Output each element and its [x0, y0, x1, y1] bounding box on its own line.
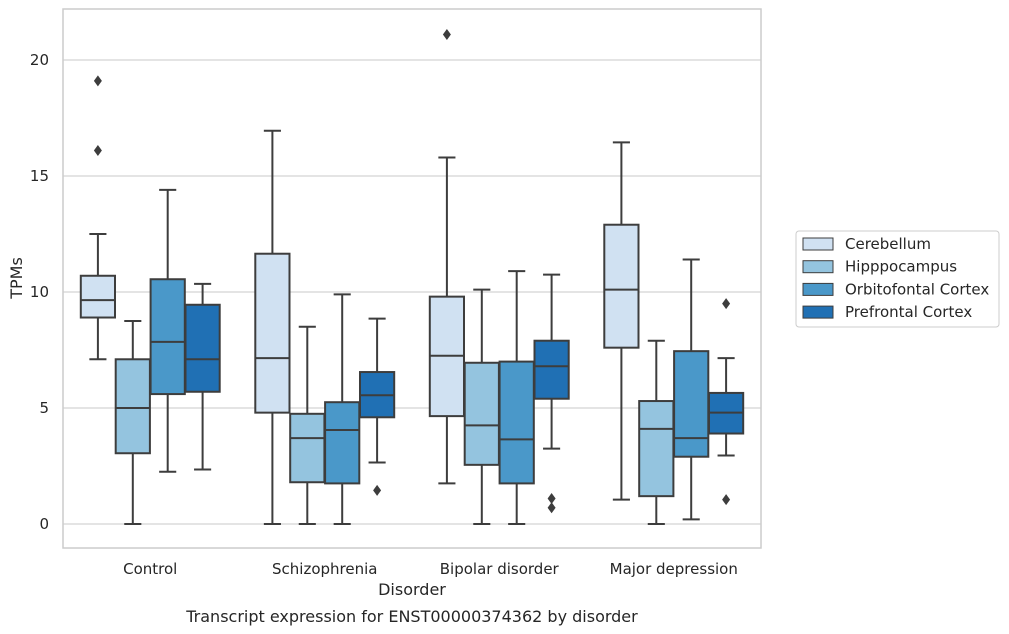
box-3-0 — [184, 282, 221, 471]
legend-label: Hipppocampus — [845, 258, 957, 276]
box-iqr — [498, 360, 535, 485]
box-iqr — [533, 339, 570, 400]
box-iqr — [79, 274, 117, 319]
legend-items: Cerebellum Hipppocampus Orbitofontal Corte… — [802, 235, 989, 321]
box-2-2 — [498, 270, 535, 525]
legend-frame — [795, 230, 1000, 328]
x-tick-label: Schizophrenia — [272, 560, 377, 578]
outlier-point — [722, 298, 731, 310]
legend-label: Cerebellum — [845, 235, 931, 253]
y-tick-label: 20 — [30, 51, 49, 69]
legend-swatch — [802, 237, 834, 251]
box-iqr — [114, 358, 151, 455]
outlier-point — [547, 502, 556, 514]
box-3-2 — [533, 273, 570, 514]
outlier-point — [93, 75, 102, 87]
outlier-point — [373, 484, 382, 496]
box-3-1 — [358, 317, 396, 496]
y-tick-label: 10 — [30, 283, 49, 301]
box-iqr — [184, 303, 221, 393]
outlier-point — [547, 492, 556, 504]
outlier-point — [93, 144, 102, 156]
box-3-3 — [707, 298, 745, 506]
box-iqr — [673, 350, 710, 458]
box-iqr — [463, 361, 500, 466]
box-0-2 — [428, 28, 466, 485]
box-1-2 — [463, 288, 500, 525]
box-2-0 — [149, 188, 186, 473]
chart-caption: Transcript expression for ENST0000037436… — [185, 607, 638, 626]
box-iqr — [638, 400, 675, 498]
plot-area-frame — [62, 8, 762, 549]
legend-swatch — [802, 305, 834, 319]
box-iqr — [254, 252, 291, 414]
outlier-point — [442, 28, 451, 40]
legend-label: Prefrontal Cortex — [845, 303, 972, 321]
box-0-3 — [603, 141, 640, 501]
box-iqr — [603, 223, 640, 349]
x-tick-labels: Control Schizophrenia Bipolar disorder Majo… — [123, 560, 738, 578]
legend-label: Orbitofontal Cortex — [845, 280, 989, 298]
x-tick-label: Major depression — [610, 560, 738, 578]
box-iqr — [324, 401, 361, 485]
x-tick-label: Bipolar disorder — [440, 560, 560, 578]
y-tick-label: 5 — [39, 399, 49, 417]
y-tick-label: 15 — [30, 167, 49, 185]
legend: Cerebellum Hipppocampus Orbitofontal Corte… — [795, 230, 1000, 328]
y-axis-label: TPMs — [7, 257, 26, 300]
x-axis-label: Disorder — [378, 580, 446, 599]
box-1-3 — [638, 339, 675, 525]
box-1-0 — [114, 320, 151, 525]
outlier-point — [722, 494, 731, 506]
box-1-1 — [289, 325, 326, 525]
y-tick-label: 0 — [39, 515, 49, 533]
box-iqr — [149, 278, 186, 396]
y-tick-labels: 0 5 10 15 20 — [30, 51, 49, 533]
box-2-3 — [673, 258, 710, 521]
box-iqr — [289, 412, 326, 484]
x-tick-label: Control — [123, 560, 177, 578]
box-0-1 — [254, 129, 291, 525]
boxes — [79, 28, 745, 525]
box-0-0 — [79, 75, 117, 361]
legend-swatch — [802, 282, 834, 296]
box-2-1 — [324, 293, 361, 525]
legend-swatch — [802, 260, 834, 274]
